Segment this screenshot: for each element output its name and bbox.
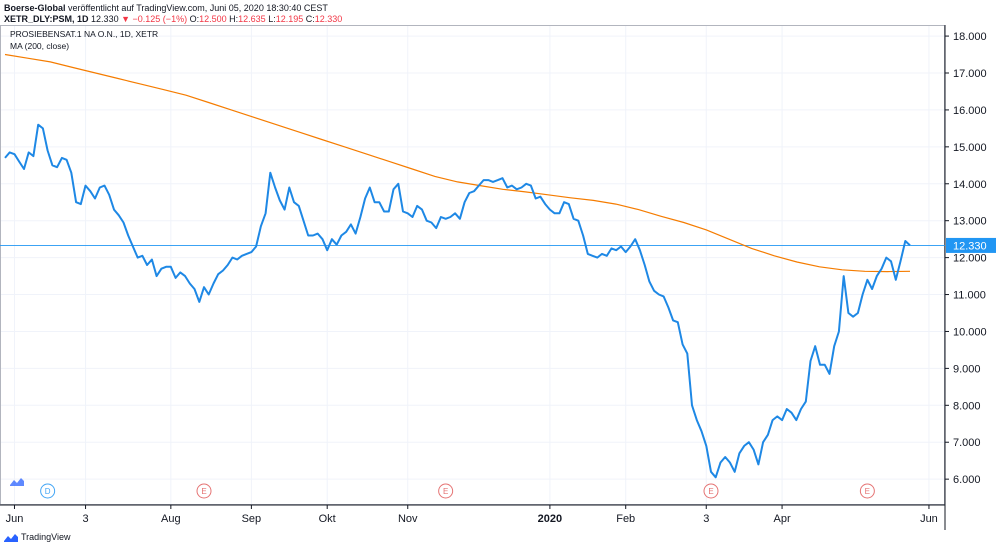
time-tick-label: Okt <box>319 513 336 525</box>
price-tick-label: 6.000 <box>953 474 981 486</box>
plot-border <box>0 25 945 505</box>
price-tick-label: 7.000 <box>953 437 981 449</box>
time-tick-label: 3 <box>82 513 88 525</box>
close-value: 12.330 <box>314 14 343 24</box>
publish-info: veröffentlicht auf TradingView.com, Juni… <box>68 3 328 13</box>
time-tick-label: Feb <box>616 513 635 525</box>
time-tick-label: Jun <box>6 513 24 525</box>
high-value: 12.635 <box>238 14 266 24</box>
time-tick-label: Jun <box>920 513 938 525</box>
down-arrow-icon: ▼ <box>121 14 131 24</box>
price-tick-label: 8.000 <box>953 400 981 412</box>
time-axis[interactable]: Jun 3 Aug Sep Okt Nov 2020 Feb 3 Apr Jun <box>6 505 938 525</box>
dividend-marker[interactable]: D <box>40 483 56 499</box>
price-series-line <box>4 123 911 479</box>
price-tick-label: 10.000 <box>953 326 987 338</box>
publisher-name: Boerse-Global <box>4 3 66 13</box>
svg-text:E: E <box>865 487 870 496</box>
earnings-marker[interactable]: E <box>438 483 454 499</box>
time-tick-label: 3 <box>703 513 709 525</box>
last-value: 12.330 <box>91 14 119 24</box>
brand-name: TradingView <box>21 532 71 542</box>
price-tick-label: 14.000 <box>953 179 987 191</box>
quote-line: XETR_DLY:PSM, 1D 12.330 ▼ −0.125 (−1%) O… <box>4 14 342 25</box>
svg-text:E: E <box>708 487 713 496</box>
chart-grid <box>0 25 945 505</box>
price-tick-label: 18.000 <box>953 31 987 43</box>
price-tick-label: 17.000 <box>953 68 987 80</box>
price-axis[interactable]: 18.000 17.000 16.000 15.000 14.000 13.000 12.0… <box>945 31 987 486</box>
time-tick-label: Aug <box>161 513 181 525</box>
time-tick-label: Nov <box>398 513 418 525</box>
tradingview-logo-icon <box>10 478 24 486</box>
price-tick-label: 16.000 <box>953 105 987 117</box>
open-label: O: <box>189 14 200 24</box>
svg-text:E: E <box>201 487 206 496</box>
earnings-marker[interactable]: E <box>859 483 875 499</box>
time-tick-label: Apr <box>774 513 791 525</box>
time-tick-label: 2020 <box>538 513 562 525</box>
price-tick-label: 11.000 <box>953 290 986 302</box>
footer: TradingView <box>4 532 71 542</box>
high-label: H: <box>229 14 239 24</box>
last-price-label: 12.330 <box>946 237 996 253</box>
svg-text:D: D <box>45 487 51 496</box>
earnings-marker[interactable]: E <box>196 483 212 499</box>
chart-area[interactable]: 18.000 17.000 16.000 15.000 14.000 13.000 12.0… <box>0 25 1000 530</box>
change-value: −0.125 (−1%) <box>132 14 188 24</box>
low-label: L: <box>268 14 276 24</box>
ma-series-line <box>4 53 911 273</box>
price-chart[interactable]: 18.000 17.000 16.000 15.000 14.000 13.000 12.0… <box>0 25 1000 530</box>
tradingview-brand-icon <box>4 533 18 542</box>
earnings-marker[interactable]: E <box>703 483 719 499</box>
low-value: 12.195 <box>275 14 304 24</box>
last-price-label-text: 12.330 <box>953 240 987 252</box>
open-value: 12.500 <box>199 14 227 24</box>
price-tick-label: 12.000 <box>953 253 987 265</box>
ticker-label: XETR_DLY:PSM, 1D <box>4 14 89 24</box>
publish-line: Boerse-Global veröffentlicht auf Trading… <box>4 3 342 14</box>
price-tick-label: 13.000 <box>953 216 987 228</box>
chart-header: Boerse-Global veröffentlicht auf Trading… <box>4 3 342 25</box>
svg-text:E: E <box>443 487 448 496</box>
price-tick-label: 9.000 <box>953 363 981 375</box>
legend-ma: MA (200, close) <box>10 41 69 51</box>
legend-symbol: PROSIEBENSAT.1 NA O.N., 1D, XETR <box>10 29 158 39</box>
close-label: C: <box>305 14 315 24</box>
price-tick-label: 15.000 <box>953 142 987 154</box>
time-tick-label: Sep <box>242 513 262 525</box>
